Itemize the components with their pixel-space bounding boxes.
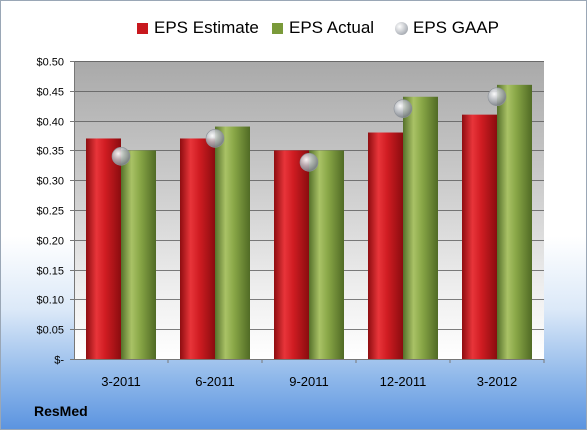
point-eps-gaap <box>487 87 507 107</box>
x-tick-label: 3-2012 <box>477 374 517 389</box>
y-tick-label: $- <box>54 355 64 367</box>
bar-eps-actual <box>215 126 250 359</box>
bar-eps-estimate <box>86 138 121 359</box>
bar-eps-estimate <box>274 150 309 359</box>
y-tick-label: $0.15 <box>36 266 64 278</box>
legend-label-eps-gaap: EPS GAAP <box>413 18 499 37</box>
bar-eps-estimate <box>368 132 403 359</box>
x-tick-label: 3-2011 <box>101 374 141 389</box>
y-tick-label: $0.50 <box>36 57 64 69</box>
y-tick-label: $0.25 <box>36 206 64 218</box>
bar-eps-actual <box>403 96 438 359</box>
bar-eps-actual <box>497 84 532 359</box>
point-eps-gaap <box>205 129 225 148</box>
legend-label-eps-actual: EPS Actual <box>289 18 375 37</box>
y-tick-label: $0.10 <box>36 295 64 307</box>
x-tick-label: 12-2011 <box>380 374 427 389</box>
point-eps-gaap <box>299 153 319 172</box>
x-tick-label: 9-2011 <box>289 374 329 389</box>
y-tick-label: $0.20 <box>36 236 64 248</box>
bar-eps-estimate <box>462 114 497 359</box>
company-label: ResMed <box>34 403 88 419</box>
y-tick-label: $0.30 <box>36 176 64 188</box>
bar-eps-estimate <box>180 138 215 359</box>
legend-swatch-eps-gaap <box>395 22 408 35</box>
y-tick-label: $0.35 <box>36 146 64 158</box>
y-tick-label: $0.05 <box>36 325 64 337</box>
bar-eps-actual <box>309 150 344 359</box>
x-tick-label: 6-2011 <box>195 374 235 389</box>
point-eps-gaap <box>393 99 413 118</box>
legend-label-eps-estimate: EPS Estimate <box>154 18 259 37</box>
point-eps-gaap <box>111 147 131 166</box>
legend-swatch-eps-actual <box>272 23 283 34</box>
legend-swatch-eps-estimate <box>137 23 148 34</box>
bar-eps-actual <box>121 150 156 359</box>
y-tick-label: $0.45 <box>36 87 64 99</box>
legend: EPS Estimate EPS Actual EPS GAAP <box>0 14 587 42</box>
y-tick-label: $0.40 <box>36 117 64 129</box>
